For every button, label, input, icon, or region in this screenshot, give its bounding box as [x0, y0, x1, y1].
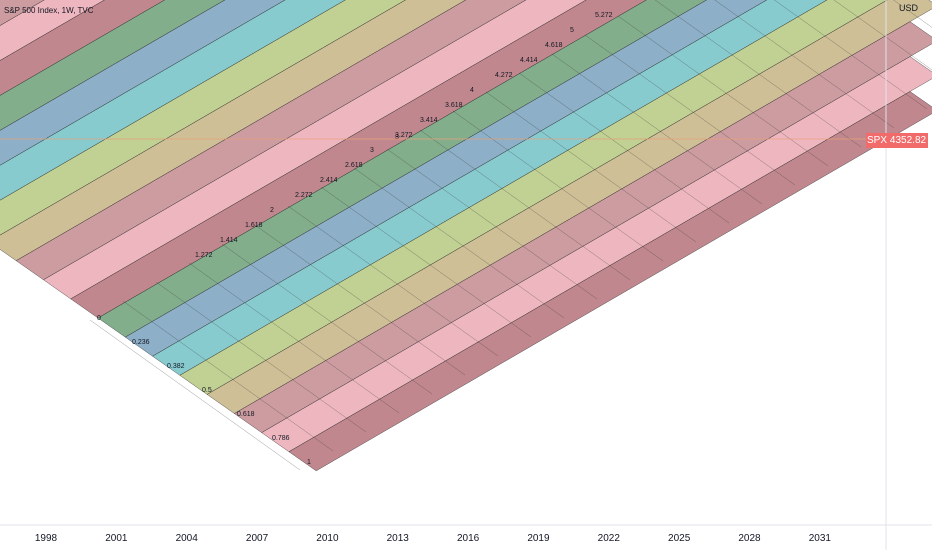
fib-level-label: 0.786	[272, 435, 290, 442]
fib-cross-line	[584, 34, 796, 186]
fib-cross-line	[287, 205, 499, 357]
fib-level-label: 3.272	[395, 132, 413, 139]
fib-level-label: 0.382	[167, 363, 185, 370]
fib-cross-line	[89, 319, 301, 471]
fib-cross-line	[419, 129, 631, 281]
chart-title: S&P 500 Index, 1W, TVC	[4, 6, 94, 15]
fib-level-label: 2.414	[320, 177, 338, 184]
fib-level-label: 1	[307, 459, 311, 466]
fib-cross-line	[774, 0, 928, 110]
fib-level-label: 2.618	[345, 162, 363, 169]
fib-cross-line	[386, 148, 598, 300]
fib-band	[43, 0, 587, 300]
price-tag: SPX 4352.82	[866, 133, 928, 148]
fib-level-label: 5.272	[595, 12, 613, 19]
x-tick-label: 2022	[598, 533, 621, 544]
x-tick-label: 2025	[668, 533, 691, 544]
fib-cross-line	[714, 0, 895, 129]
fib-level-label: 0	[97, 315, 101, 322]
fib-cross-line	[833, 0, 932, 71]
fib-band	[15, 0, 527, 281]
fib-level-label: 3.414	[420, 117, 438, 124]
x-tick-label: 2016	[457, 533, 480, 544]
x-tick-label: 2013	[387, 533, 410, 544]
price-tag-value: 4352.82	[889, 135, 927, 146]
x-tick-label: 2007	[246, 533, 269, 544]
currency-label: USD	[899, 3, 918, 13]
x-tick-label: 2001	[105, 533, 128, 544]
fib-band	[97, 0, 707, 338]
fib-band	[0, 0, 467, 261]
fib-level-label: 3	[370, 147, 374, 154]
fib-labels: 0 0.236 0.382 0.5 0.618 0.786 1 1.272 1.414 1.618…	[97, 12, 613, 466]
fib-cross-line	[617, 15, 829, 167]
x-tick-label: 2010	[316, 533, 339, 544]
fib-cross-line	[485, 91, 697, 243]
x-tick-label: 2028	[738, 533, 761, 544]
x-tick-label: 2031	[809, 533, 832, 544]
fib-level-label: 1.272	[195, 252, 213, 259]
time-axis[interactable]: 1998 2001 2004 2007 2010 2013 2016 2019 2022 2025…	[35, 533, 832, 544]
fib-level-label: 4.618	[545, 42, 563, 49]
price-tag-ticker: SPX	[866, 135, 887, 146]
fib-level-label: 2	[270, 207, 274, 214]
fib-band	[206, 0, 932, 414]
fib-level-label: 0.618	[237, 411, 255, 418]
fib-band	[179, 0, 888, 395]
fib-band	[152, 0, 828, 376]
fib-level-label: 4	[470, 87, 474, 94]
currency-text: USD	[898, 3, 918, 13]
fib-bands	[0, 0, 932, 472]
fib-cross-line	[320, 186, 532, 338]
fib-cross-line	[551, 53, 763, 205]
fib-level-label: 3.618	[445, 102, 463, 109]
fib-cross-line	[155, 281, 367, 433]
fib-level-label: 1.414	[220, 237, 238, 244]
fib-level-label: 0.5	[202, 387, 212, 394]
fib-level-label: 4.414	[520, 57, 538, 64]
fib-cross-line	[188, 262, 400, 414]
fib-band	[288, 91, 932, 472]
fib-level-label: 4.272	[495, 72, 513, 79]
x-tick-label: 2004	[176, 533, 199, 544]
fib-cross-line	[518, 72, 730, 224]
fib-cross-line	[122, 300, 334, 452]
fib-level-label: 0.236	[132, 339, 150, 346]
fib-cross-line	[654, 0, 862, 148]
fib-annotation: 3	[395, 134, 399, 141]
fib-cross-line	[254, 224, 466, 376]
fib-cross-line	[452, 110, 664, 262]
fib-level-label: 5	[570, 27, 574, 34]
fib-band	[70, 0, 647, 319]
x-tick-label: 2019	[527, 533, 550, 544]
x-tick-label: 1998	[35, 533, 58, 544]
fib-level-label: 1.618	[245, 222, 263, 229]
fib-cross-line	[221, 243, 433, 395]
fib-cross-line	[353, 167, 565, 319]
fib-band	[261, 56, 932, 452]
fib-band	[233, 21, 932, 433]
fib-level-label: 2.272	[295, 192, 313, 199]
fib-band	[124, 0, 768, 357]
